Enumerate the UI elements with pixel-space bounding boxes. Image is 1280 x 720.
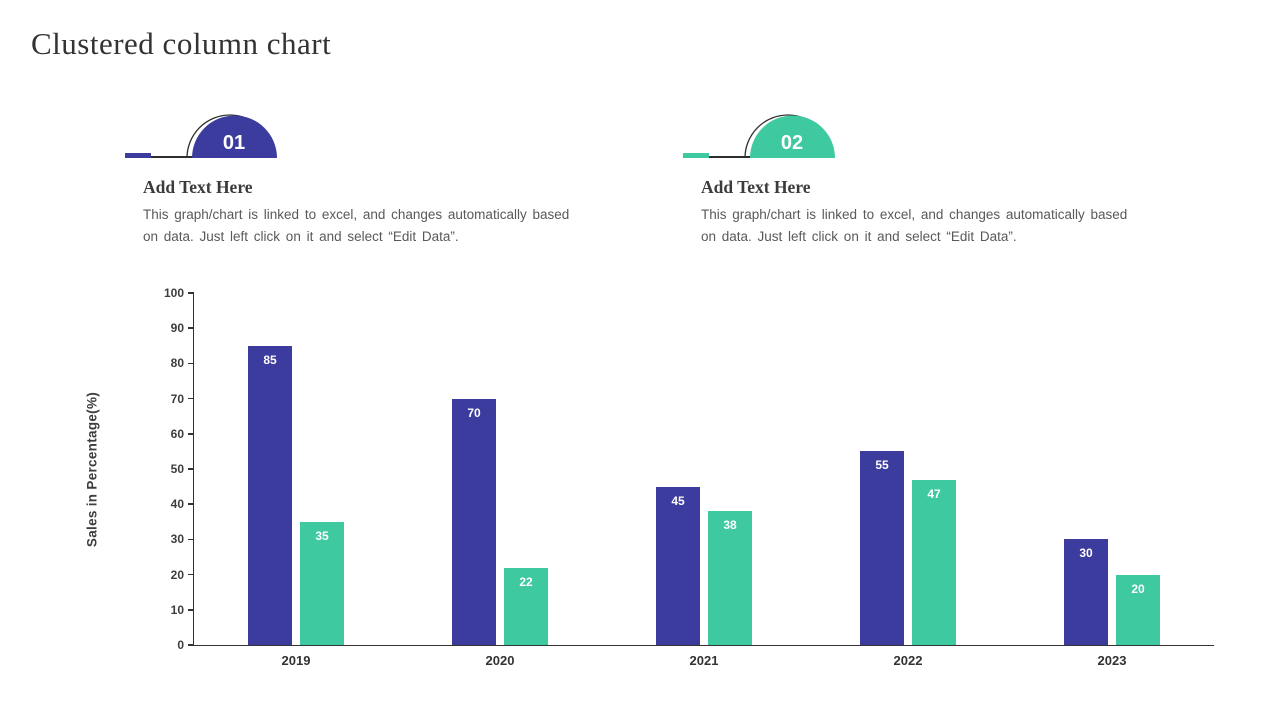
y-tick-label: 90 [170, 321, 184, 336]
bar-value-label: 22 [519, 574, 533, 589]
callout-02: 02 Add Text Here This graph/chart is lin… [683, 112, 1145, 248]
callout-01: 01 Add Text Here This graph/chart is lin… [125, 112, 587, 248]
y-tick-label: 0 [177, 638, 184, 652]
bar-series-2-2023: 20 [1116, 574, 1160, 645]
bar-series-2-2022: 47 [912, 479, 956, 645]
plot-area: 0 10 20 30 40 50 60 70 80 90 100 85 35 2019 70 22 2020 45… [164, 287, 1214, 668]
bar-value-label: 85 [263, 352, 277, 367]
semicircle-fill [192, 115, 277, 158]
y-tick-mark [188, 538, 194, 541]
y-tick-mark [188, 644, 194, 646]
bar-value-label: 38 [723, 518, 737, 533]
bar-cluster-2023: 30 20 2023 [1010, 293, 1214, 668]
y-tick-mark [188, 397, 194, 400]
bar-cluster-2021: 45 38 2021 [602, 293, 806, 668]
bar-value-label: 35 [315, 528, 329, 543]
y-tick-label: 100 [163, 286, 184, 300]
accent-dash [683, 153, 709, 158]
y-tick-label: 70 [170, 391, 184, 406]
y-tick-mark [188, 573, 194, 576]
step-number: 02 [781, 132, 803, 154]
y-tick-label: 40 [170, 497, 184, 512]
y-tick-label: 10 [170, 602, 184, 617]
bar-series-1-2020: 70 [452, 398, 496, 645]
x-axis-label: 2019 [281, 653, 311, 668]
bar-value-label: 47 [927, 486, 941, 501]
bar-series-1-2019: 85 [248, 345, 292, 645]
y-tick-mark [188, 609, 194, 611]
y-tick-mark [188, 292, 194, 294]
semicircle-fill [750, 115, 835, 158]
bar-value-label: 70 [467, 405, 481, 420]
callout-heading: Add Text Here [701, 177, 811, 197]
bar-value-label: 20 [1131, 581, 1145, 596]
bar-series-2-2021: 38 [708, 511, 752, 645]
callout-heading: Add Text Here [143, 177, 253, 197]
callout-02-graphic: 02 [683, 112, 1145, 160]
bar-series-1-2023: 30 [1064, 539, 1108, 645]
bar-series-1-2021: 45 [656, 486, 700, 645]
y-tick-label: 50 [170, 462, 184, 476]
y-tick-mark [188, 362, 194, 365]
bar-value-label: 45 [671, 493, 685, 508]
bar-series-1-2022: 55 [860, 451, 904, 645]
y-tick-label: 60 [170, 426, 184, 441]
y-tick-label: 30 [170, 532, 184, 547]
bar-cluster-2022: 55 47 2022 [806, 293, 1010, 668]
callout-body-text: This graph/chart is linked to excel, and… [701, 207, 1128, 244]
x-axis-label: 2020 [485, 653, 515, 668]
y-tick-mark [188, 468, 194, 470]
page-title: Clustered column chart [31, 26, 332, 61]
y-tick-label: 80 [170, 356, 184, 371]
accent-dash [125, 153, 151, 158]
y-axis-title: Sales in Percentage(%) [84, 391, 100, 548]
step-number: 01 [223, 132, 245, 154]
x-axis-label: 2021 [689, 653, 719, 668]
y-tick-mark [188, 327, 194, 329]
bar-cluster-2020: 70 22 2020 [398, 293, 602, 668]
bar-value-label: 30 [1079, 546, 1093, 561]
callout-01-graphic: 01 [125, 112, 587, 160]
bar-series-2-2020: 22 [504, 567, 548, 645]
numbered-semicircle-01: 01 [186, 114, 277, 159]
bar-cluster-2019: 85 35 2019 [194, 293, 398, 668]
x-axis-label: 2022 [893, 653, 923, 668]
y-tick-label: 20 [170, 567, 184, 582]
bar-series-2-2019: 35 [300, 521, 344, 645]
numbered-semicircle-02: 02 [744, 114, 835, 159]
bar-value-label: 55 [875, 458, 889, 473]
y-tick-mark [188, 503, 194, 505]
x-axis-label: 2023 [1097, 653, 1127, 668]
y-tick-mark [188, 433, 194, 435]
callout-body-text: This graph/chart is linked to excel, and… [143, 207, 570, 244]
